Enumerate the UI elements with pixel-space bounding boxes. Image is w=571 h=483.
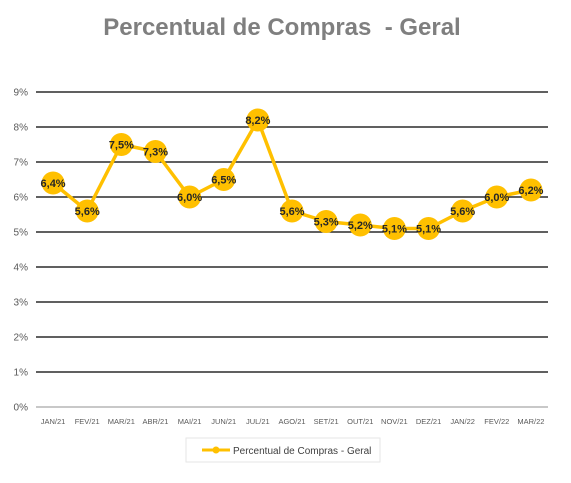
y-tick-label: 3% [14,298,29,309]
y-tick-label: 8% [14,123,29,134]
data-label: 5,1% [382,224,407,236]
x-tick-label: OUT/21 [347,417,373,426]
data-point [348,213,372,237]
x-tick-label: MAR/22 [517,417,544,426]
data-point [178,185,202,209]
data-point [485,185,509,209]
y-tick-label: 9% [14,88,29,99]
x-tick-label: MAI/21 [178,417,202,426]
x-tick-label: SET/21 [314,417,339,426]
data-point [382,217,406,240]
data-point [314,210,338,233]
marker-layer [41,108,543,240]
x-tick-label: FEV/21 [75,417,100,426]
x-tick-label: JUN/21 [211,417,236,426]
data-label: 7,5% [109,140,134,152]
data-point [417,217,441,240]
x-axis-ticks: JAN/21 FEV/21 MAR/21 ABR/21 MAI/21 JUN/21 JUL/… [41,417,545,426]
data-label: 5,3% [314,217,339,229]
data-label: 8,2% [245,115,270,127]
data-label: 6,4% [41,178,66,190]
data-point [109,133,133,156]
x-tick-label: NOV/21 [381,417,408,426]
data-point [143,140,167,163]
data-point [519,178,543,202]
data-label: 6,2% [518,185,543,197]
y-tick-label: 7% [14,158,29,169]
y-tick-label: 6% [14,193,29,204]
data-point [451,199,475,223]
x-tick-label: JAN/22 [450,417,475,426]
data-label: 5,6% [450,206,475,218]
x-tick-label: DEZ/21 [416,417,441,426]
y-tick-label: 2% [14,333,29,344]
x-tick-label: ABR/21 [143,417,169,426]
chart-title: Percentual de Compras - Geral [103,14,460,41]
x-tick-label: JAN/21 [41,417,66,426]
legend: Percentual de Compras - Geral [185,437,381,463]
x-tick-label: AGO/21 [278,417,305,426]
data-label: 5,1% [416,224,441,236]
y-tick-label: 1% [14,368,29,379]
x-tick-label: FEV/22 [484,417,509,426]
data-label: 6,0% [484,192,509,204]
data-label: 7,3% [143,147,168,159]
gridlines [36,91,548,408]
data-label: 5,6% [75,206,100,218]
y-tick-label: 0% [14,403,29,414]
y-tick-label: 5% [14,228,29,239]
data-label-layer: 6,4% 5,6% 7,5% 7,3% 6,0% 6,5% 8,2% 5,6% 5,3% 5,2%… [41,115,544,236]
data-label: 5,2% [348,220,373,232]
y-tick-label: 4% [14,263,29,274]
data-point [280,199,304,223]
data-label: 6,5% [211,175,236,187]
legend-label: Percentual de Compras - Geral [233,446,371,457]
data-point [41,171,65,195]
data-label: 5,6% [279,206,304,218]
x-tick-label: JUL/21 [246,417,270,426]
y-axis-ticks: 0% 1% 2% 3% 4% 5% 6% 7% 8% 9% [14,88,29,414]
data-point [75,199,99,223]
data-point [212,168,236,191]
legend-swatch-marker [212,446,220,454]
data-label: 6,0% [177,192,202,204]
data-point [246,108,270,132]
x-tick-label: MAR/21 [108,417,135,426]
